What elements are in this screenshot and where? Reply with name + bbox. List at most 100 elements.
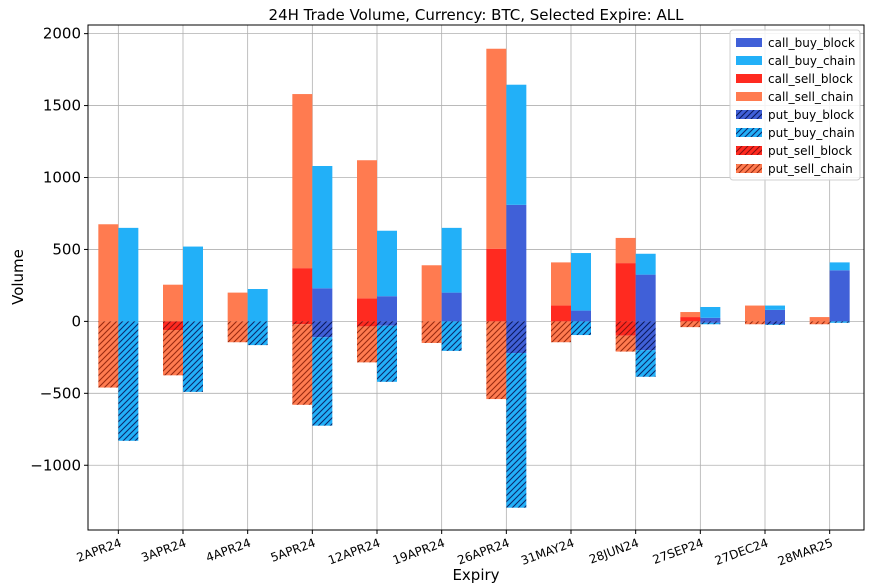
- bar-put-sell-chain: [486, 321, 507, 400]
- bars: [98, 48, 850, 508]
- bar-call-buy-chain: [635, 253, 656, 275]
- legend-label: put_sell_block: [768, 144, 852, 158]
- x-tick-label: 31MAY24: [519, 536, 576, 568]
- bar-call-sell-chain: [357, 160, 377, 299]
- bar-put-sell-block: [292, 321, 313, 325]
- bar-call-sell-chain: [615, 237, 636, 264]
- bar-call-buy-chain: [829, 262, 850, 271]
- bar-put-sell-chain: [421, 321, 442, 343]
- x-tick-label: 2APR24: [75, 536, 124, 565]
- legend-box: [729, 29, 861, 181]
- x-axis: 2APR24 3APR24 4APR24 5APR24 12APR24 19APR24 26…: [75, 530, 835, 568]
- bar-put-buy-chain: [829, 321, 850, 323]
- y-tick-label: 1500: [43, 97, 81, 115]
- x-tick-label: 5APR24: [269, 536, 318, 565]
- bar-call-buy-block: [765, 309, 785, 322]
- bar-call-sell-chain: [551, 262, 571, 306]
- bar-put-buy-block: [506, 321, 527, 354]
- x-tick-label: 3APR24: [139, 536, 188, 565]
- y-tick-label: 0: [71, 312, 81, 330]
- y-axis: −1000 −500 0 500 1000 1500 2000: [30, 25, 88, 474]
- bar-call-buy-chain: [765, 305, 785, 310]
- x-tick-label: 27DEC24: [713, 536, 770, 568]
- legend-swatch: [736, 128, 762, 137]
- bar-call-buy-block: [312, 288, 333, 322]
- y-axis-title: Volume: [9, 249, 27, 305]
- bar-call-buy-block: [571, 310, 591, 322]
- bar-call-buy-block: [829, 270, 850, 322]
- bar-put-buy-block: [765, 321, 785, 325]
- bar-call-buy-chain: [183, 246, 203, 322]
- bar-put-sell-chain: [163, 330, 183, 376]
- bar-call-sell-block: [486, 248, 507, 322]
- bar-call-sell-block: [357, 298, 377, 322]
- bar-call-sell-chain: [227, 292, 248, 322]
- bar-call-sell-block: [615, 263, 636, 322]
- bar-call-buy-block: [635, 274, 656, 322]
- bar-put-sell-chain: [98, 321, 119, 388]
- bar-call-sell-chain: [163, 284, 183, 322]
- bar-put-buy-chain: [571, 321, 591, 336]
- bar-put-buy-chain: [441, 321, 462, 351]
- x-axis-title: Expiry: [452, 566, 499, 584]
- legend-swatch: [736, 56, 762, 65]
- legend-label: put_sell_chain: [768, 162, 853, 176]
- legend: call_buy_block call_buy_chain call_sell_bl…: [729, 29, 861, 181]
- legend-swatch: [736, 146, 762, 155]
- bar-call-buy-block: [506, 204, 527, 322]
- bar-put-buy-chain: [635, 350, 656, 377]
- bar-call-sell-chain: [745, 305, 765, 322]
- bar-call-buy-chain: [571, 253, 591, 311]
- bar-call-buy-chain: [377, 230, 397, 297]
- bar-call-buy-block: [700, 317, 721, 322]
- y-tick-label: −1000: [30, 456, 81, 474]
- bar-put-sell-chain: [292, 324, 313, 405]
- y-tick-label: 2000: [43, 25, 81, 43]
- x-tick-label: 27SEP24: [651, 536, 706, 567]
- bar-put-buy-chain: [312, 337, 333, 426]
- bar-call-buy-chain: [506, 84, 527, 205]
- bar-call-buy-chain: [118, 227, 139, 322]
- x-tick-label: 26APR24: [456, 536, 512, 568]
- y-tick-label: −500: [40, 384, 81, 402]
- x-tick-label: 4APR24: [204, 536, 253, 565]
- x-tick-label: 28JUN24: [587, 536, 641, 567]
- bar-call-sell-chain: [486, 48, 507, 249]
- bar-call-buy-chain: [247, 289, 268, 322]
- bar-put-buy-chain: [377, 325, 397, 382]
- bar-put-buy-block: [635, 321, 656, 351]
- plot-frame: [87, 24, 865, 531]
- legend-label: call_buy_chain: [768, 54, 855, 68]
- bar-put-buy-chain: [700, 322, 721, 325]
- x-tick-label: 28MAR25: [776, 536, 835, 569]
- bar-put-sell-chain: [680, 321, 701, 328]
- legend-label: call_sell_block: [768, 72, 853, 86]
- legend-swatch: [736, 74, 762, 83]
- bar-put-sell-chain: [551, 321, 571, 343]
- bar-call-sell-block: [680, 317, 701, 322]
- bar-put-buy-chain: [765, 324, 785, 325]
- legend-swatch: [736, 164, 762, 173]
- legend-label: put_buy_block: [768, 108, 854, 122]
- bar-put-buy-chain: [118, 321, 139, 441]
- bar-put-buy-chain: [247, 321, 268, 346]
- bar-put-sell-chain: [615, 335, 636, 352]
- bar-put-buy-block: [312, 321, 333, 338]
- bar-call-buy-chain: [700, 306, 721, 318]
- bar-call-sell-chain: [809, 317, 830, 322]
- bar-put-sell-chain: [357, 326, 377, 363]
- bar-put-sell-block: [357, 321, 377, 327]
- bar-call-sell-chain: [98, 224, 119, 322]
- bar-put-buy-chain: [183, 321, 203, 392]
- legend-swatch: [736, 92, 762, 101]
- bar-call-buy-block: [377, 296, 397, 322]
- bar-put-sell-block: [163, 321, 183, 331]
- x-tick-label: 19APR24: [391, 536, 447, 568]
- chart-title: 24H Trade Volume, Currency: BTC, Selecte…: [269, 6, 685, 24]
- legend-label: put_buy_chain: [768, 126, 855, 140]
- y-tick-label: 500: [52, 240, 81, 258]
- bar-call-buy-chain: [312, 165, 333, 289]
- y-tick-label: 1000: [43, 169, 81, 187]
